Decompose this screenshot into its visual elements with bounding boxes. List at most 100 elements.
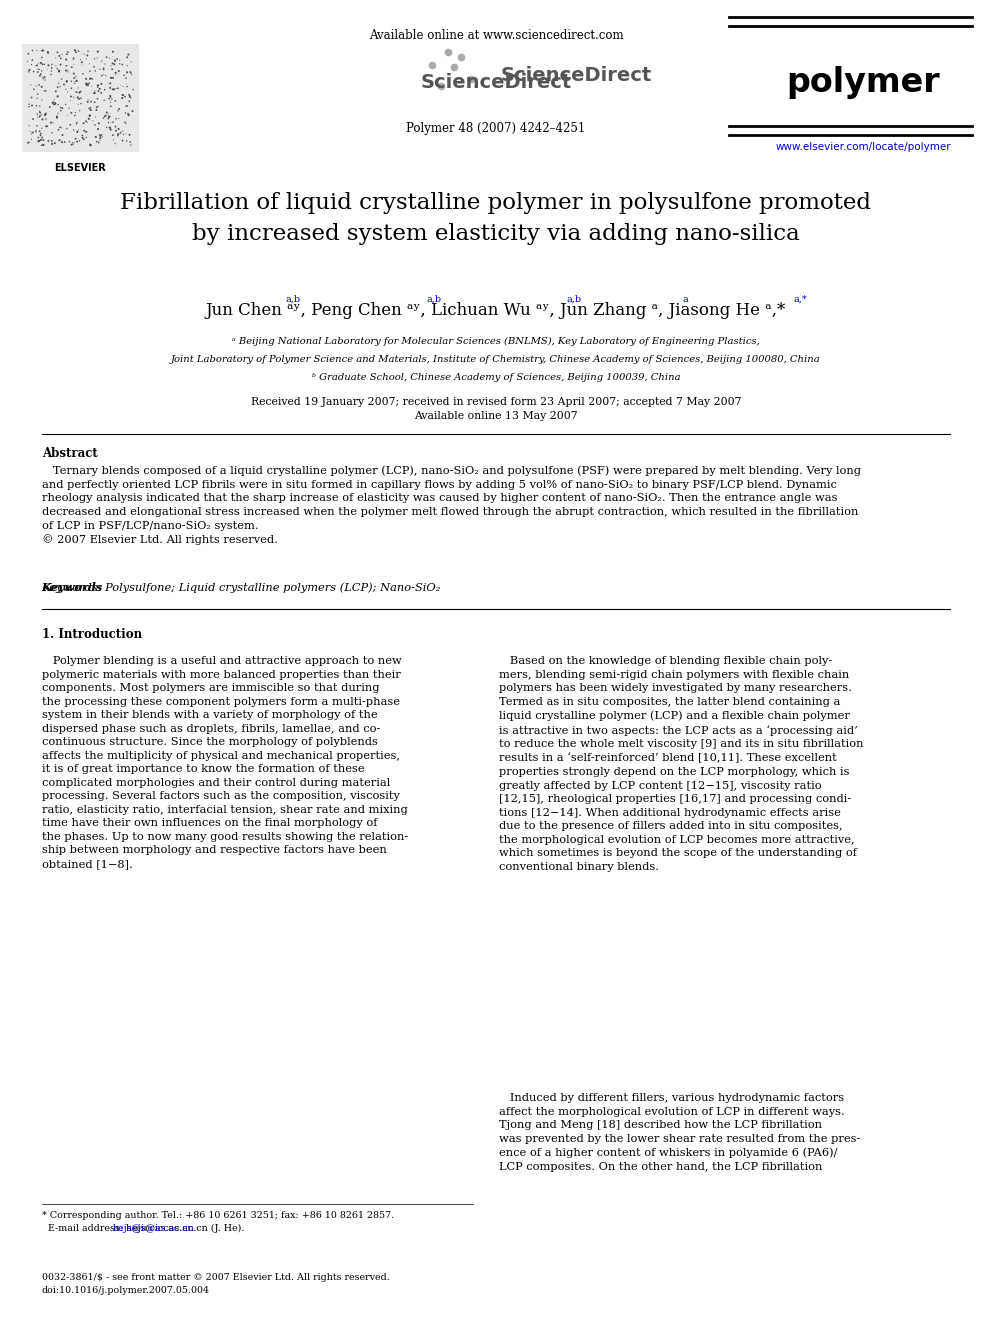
Point xyxy=(86,91,102,112)
Text: Polymer 48 (2007) 4242–4251: Polymer 48 (2007) 4242–4251 xyxy=(407,122,585,135)
Text: Received 19 January 2007; received in revised form 23 April 2007; accepted 7 May: Received 19 January 2007; received in re… xyxy=(251,397,741,421)
Point xyxy=(38,108,54,130)
Point xyxy=(108,65,124,86)
Point xyxy=(59,70,74,91)
Point xyxy=(74,52,90,73)
Point xyxy=(90,132,106,153)
Point xyxy=(33,123,49,144)
Point xyxy=(73,93,89,114)
Point xyxy=(65,48,81,69)
Point xyxy=(68,41,84,62)
Point xyxy=(42,97,58,118)
Point xyxy=(37,105,53,126)
Point xyxy=(22,60,38,81)
Point xyxy=(102,73,118,94)
Point xyxy=(82,105,98,126)
Point xyxy=(110,78,126,99)
Point xyxy=(103,95,119,116)
Point xyxy=(103,56,119,77)
Point xyxy=(29,95,45,116)
Point xyxy=(97,53,113,74)
Point xyxy=(88,126,104,147)
Text: E-mail address: hejs@iccas.ac.cn (J. He).: E-mail address: hejs@iccas.ac.cn (J. He)… xyxy=(42,1224,244,1233)
Point xyxy=(103,67,119,89)
Point xyxy=(21,94,37,115)
Point xyxy=(67,40,83,61)
Text: 1. Introduction: 1. Introduction xyxy=(42,628,142,642)
Point xyxy=(121,105,137,126)
Point xyxy=(101,48,117,69)
Point xyxy=(74,127,90,148)
Point xyxy=(39,115,55,136)
Point xyxy=(71,131,87,152)
Point xyxy=(29,103,45,124)
Point xyxy=(105,130,121,151)
Point xyxy=(36,135,52,156)
Point xyxy=(78,111,94,132)
Point xyxy=(90,97,106,118)
Point xyxy=(34,90,50,111)
Point xyxy=(33,53,49,74)
Point xyxy=(71,82,87,103)
Point xyxy=(44,122,60,143)
Point xyxy=(28,75,44,97)
Point xyxy=(37,66,53,87)
Point xyxy=(100,105,116,126)
Point xyxy=(84,69,100,90)
Point xyxy=(40,58,56,79)
Point xyxy=(117,111,133,132)
Point xyxy=(71,41,87,62)
Point xyxy=(22,120,38,142)
Point xyxy=(93,124,109,146)
Point xyxy=(62,131,77,152)
Point xyxy=(102,86,118,107)
Point xyxy=(116,65,132,86)
Point xyxy=(30,106,46,127)
Point xyxy=(20,132,36,153)
Point xyxy=(110,101,126,122)
Point xyxy=(88,131,104,152)
Text: www.elsevier.com/locate/polymer: www.elsevier.com/locate/polymer xyxy=(775,142,951,152)
Point xyxy=(60,41,75,62)
Point xyxy=(32,102,48,123)
Point xyxy=(23,123,39,144)
Text: a,b: a,b xyxy=(286,295,301,304)
Point xyxy=(94,50,110,71)
Point xyxy=(122,131,138,152)
Point xyxy=(92,78,108,99)
Point xyxy=(51,73,66,94)
Point xyxy=(53,116,68,138)
Point xyxy=(85,110,101,131)
Point xyxy=(83,75,99,97)
Point xyxy=(93,124,109,146)
Point xyxy=(82,135,98,156)
Point xyxy=(35,54,51,75)
Point xyxy=(30,105,46,126)
Point xyxy=(88,99,104,120)
Point xyxy=(88,97,104,118)
Text: Keywords: Polysulfone; Liquid crystalline polymers (LCP); Nano-SiO₂: Keywords: Polysulfone; Liquid crystallin… xyxy=(42,582,440,593)
Point xyxy=(66,67,82,89)
Point xyxy=(68,66,84,87)
Point xyxy=(86,82,102,103)
Point xyxy=(25,122,41,143)
Point xyxy=(44,64,60,85)
Point xyxy=(62,90,78,111)
Point xyxy=(71,89,87,110)
Point xyxy=(58,79,73,101)
Point xyxy=(95,58,111,79)
Point xyxy=(74,54,90,75)
Point xyxy=(114,130,130,151)
Point xyxy=(104,53,120,74)
Point xyxy=(45,54,61,75)
Point xyxy=(102,77,118,98)
Point xyxy=(76,120,92,142)
Point xyxy=(65,54,81,75)
Point xyxy=(36,134,52,155)
Point xyxy=(46,112,62,134)
Point xyxy=(119,75,135,97)
Point xyxy=(34,135,50,156)
Point xyxy=(32,95,48,116)
Point xyxy=(72,87,88,108)
Point xyxy=(28,56,44,77)
